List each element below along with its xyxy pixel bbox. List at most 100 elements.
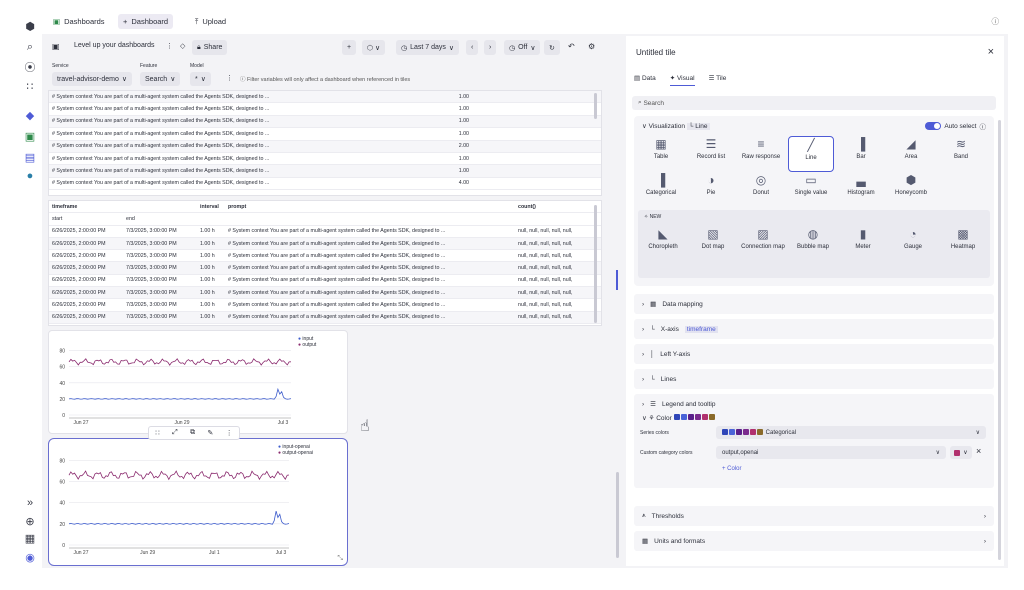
vis-option[interactable]: ◣ Choropleth (640, 226, 686, 262)
vis-option[interactable]: ◎ Donut (738, 172, 784, 208)
vis-option[interactable]: ▐ Bar (838, 136, 884, 172)
vis-option[interactable]: ▦ Table (638, 136, 684, 172)
expand-icon[interactable]: » (26, 497, 34, 509)
legend-item[interactable]: ● output-openai (278, 450, 314, 456)
edit-icon[interactable]: ✎ (207, 430, 214, 437)
settings-section[interactable]: › └ X-axis timeframe (634, 319, 994, 339)
table-row[interactable]: 6/26/2025, 2:00:00 PM 7/3/2025, 3:00:00 P… (49, 250, 601, 263)
table-row[interactable]: # System context You are part of a multi… (49, 140, 601, 153)
vis-option[interactable]: ▐ Categorical (638, 172, 684, 208)
vis-option[interactable]: ▃ Histogram (838, 172, 884, 208)
table-row[interactable]: 6/26/2025, 2:00:00 PM 7/3/2025, 3:00:00 P… (49, 311, 601, 324)
vis-option[interactable]: ≡ Raw response (738, 136, 784, 172)
line-chart-tile-2[interactable]: 80 60 40 20 0 Jun 27 Jun 29 Jul 1 Jul 3 ● input-… (48, 438, 348, 566)
line-chart-tile-1[interactable]: 80 60 40 20 0 Jun 27 Jun 29 Jul 3 ● input ● out… (48, 330, 348, 434)
header-timeframe[interactable]: timeframe (52, 203, 78, 210)
table-row[interactable]: # System context You are part of a multi… (49, 115, 601, 129)
auto-select-toggle[interactable]: Auto select ⓘ (925, 121, 986, 131)
variable-service-select[interactable]: travel-advisor-demo ∨ (52, 72, 132, 86)
table-row[interactable]: # System context You are part of a multi… (49, 91, 601, 104)
settings-section[interactable]: › ▦ Data mapping (634, 294, 994, 314)
tab-tile[interactable]: ☰ Tile (709, 74, 727, 86)
more-icon[interactable]: ⋮ (225, 430, 233, 437)
thresholds-section[interactable]: ⩚ Thresholds › (634, 506, 994, 526)
dashboard-title[interactable]: Level up your dashboards (74, 42, 155, 49)
auto-refresh-selector[interactable]: ◷ Off ∨ (504, 40, 541, 55)
vis-option[interactable]: ╱ Line (788, 136, 834, 172)
toggle-switch[interactable] (925, 122, 942, 130)
app-icon[interactable]: ◆ (25, 109, 35, 122)
fullscreen-icon[interactable]: ⤢ (172, 429, 178, 436)
output-series-line[interactable] (68, 470, 290, 481)
input-series-line[interactable] (68, 510, 290, 525)
tab-visual[interactable]: ✦ Visual (669, 74, 695, 86)
units-section[interactable]: ▦ Units and formats › (634, 531, 994, 551)
segments-button[interactable]: ⬡ ∨ (362, 40, 386, 55)
vis-option[interactable]: ▭ Single value (788, 172, 834, 208)
close-icon[interactable]: × (987, 46, 994, 58)
bookmark-icon[interactable]: ◇ (180, 43, 186, 50)
scrollbar[interactable] (594, 205, 597, 323)
header-start[interactable]: start (52, 215, 63, 222)
timeframe-back-button[interactable]: ‹ (466, 40, 479, 55)
search-input[interactable]: ⌕ Search (632, 96, 996, 110)
legend-item[interactable]: ● input-openai (278, 444, 310, 450)
search-icon[interactable]: ⌕ (26, 40, 34, 53)
vis-option[interactable]: ▩ Heatmap (940, 226, 986, 262)
vis-option[interactable]: ◑ Pie (688, 172, 734, 208)
add-color-button[interactable]: + Color (722, 466, 742, 472)
resize-handle-icon[interactable]: ⤡ (337, 555, 343, 562)
undo-icon[interactable]: ↶ (568, 42, 575, 51)
settings-icon[interactable]: ⚙ (588, 42, 596, 51)
settings-section[interactable]: › └ Lines (634, 369, 994, 389)
vis-option[interactable]: ▧ Dot map (690, 226, 736, 262)
table-row[interactable]: # System context You are part of a multi… (49, 153, 601, 166)
header-interval[interactable]: interval (200, 203, 219, 210)
header-end[interactable]: end (126, 215, 135, 222)
series-colors-select[interactable]: Categorical ∨ (716, 426, 986, 439)
table-tile-2[interactable]: timeframe interval prompt count() start … (48, 200, 602, 326)
variable-model-select[interactable]: * ∨ (190, 72, 211, 86)
refresh-button[interactable]: ↻ (544, 40, 560, 55)
table-row[interactable]: # System context You are part of a multi… (49, 178, 601, 191)
custom-color-category-select[interactable]: output,openai ∨ (716, 446, 946, 459)
dashboards-app-icon[interactable]: ▣ (24, 130, 36, 143)
table-tile-1[interactable]: # System context You are part of a multi… (48, 90, 602, 196)
legend-item[interactable]: ● input (298, 336, 314, 342)
more-icon[interactable]: ⋮ (166, 43, 173, 50)
visualization-header[interactable]: ∨ Visualization └ Line (642, 123, 710, 130)
vis-option[interactable]: ▨ Connection map (740, 226, 786, 262)
dynatrace-logo-icon[interactable]: ⬢ (25, 20, 35, 33)
panel-resize-handle[interactable] (616, 270, 618, 290)
custom-color-picker[interactable]: ∨ (950, 446, 972, 459)
table-row[interactable]: 6/26/2025, 2:00:00 PM 7/3/2025, 3:00:00 P… (49, 262, 601, 275)
vis-option[interactable]: ⬢ Honeycomb (888, 172, 934, 208)
help-icon[interactable]: ⊕ (25, 515, 35, 528)
panel-title[interactable]: Untitled tile (636, 48, 676, 57)
input-series-line[interactable] (68, 387, 292, 400)
user-avatar-icon[interactable]: ◉ (25, 551, 35, 564)
legend-item[interactable]: ● output (298, 342, 317, 348)
table-row[interactable]: # System context You are part of a multi… (49, 128, 601, 141)
vis-option[interactable]: ◔ Gauge (890, 226, 936, 262)
help-icon[interactable]: ⓘ (991, 17, 1000, 26)
scrollbar[interactable] (998, 120, 1001, 560)
drag-handle-icon[interactable]: ∷ (155, 430, 160, 437)
dev-icon[interactable]: ⦿ (24, 62, 36, 74)
table-row[interactable]: 6/26/2025, 2:00:00 PM 7/3/2025, 3:00:00 P… (49, 226, 601, 238)
timeframe-forward-button[interactable]: › (484, 40, 497, 55)
tab-upload[interactable]: ⤒ Upload (190, 14, 231, 29)
vis-option[interactable]: ☰ Record list (688, 136, 734, 172)
color-header[interactable]: ∨ ⚘ Color (642, 414, 716, 422)
apps-grid-icon[interactable]: ∷ (26, 80, 34, 93)
duplicate-icon[interactable]: ⧉ (190, 429, 196, 436)
tab-dashboards[interactable]: ▣ Dashboards (48, 14, 110, 29)
tab-dashboard[interactable]: + Dashboard (118, 14, 174, 29)
table-row[interactable]: # System context You are part of a multi… (49, 165, 601, 178)
table-row[interactable]: 6/26/2025, 2:00:00 PM 7/3/2025, 3:00:00 P… (49, 237, 601, 251)
table-row[interactable]: # System context You are part of a multi… (49, 103, 601, 116)
add-tile-button[interactable]: + (342, 40, 357, 55)
vis-option[interactable]: ≋ Band (938, 136, 984, 172)
remove-color-icon[interactable]: × (976, 446, 982, 456)
table-row[interactable]: 6/26/2025, 2:00:00 PM 7/3/2025, 3:00:00 P… (49, 287, 601, 300)
